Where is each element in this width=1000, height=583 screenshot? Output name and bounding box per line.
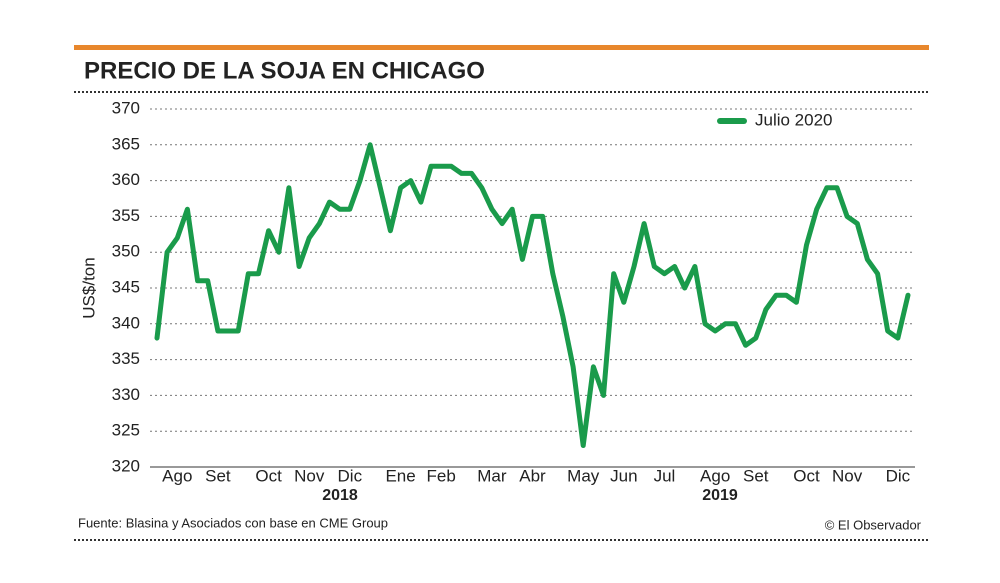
y-tick-label: 360 — [112, 170, 140, 189]
x-tick-label: Set — [743, 466, 769, 485]
y-tick-label: 335 — [112, 349, 140, 368]
x-tick-label: Jul — [654, 466, 676, 485]
y-tick-label: 340 — [112, 313, 140, 332]
x-tick-label: Dic — [338, 466, 363, 485]
year-label: 2019 — [702, 487, 738, 504]
y-tick-label: 370 — [112, 98, 140, 117]
y-tick-label: 345 — [112, 277, 140, 296]
y-tick-label: 325 — [112, 421, 140, 440]
y-axis-label: US$/ton — [79, 257, 98, 318]
x-tick-label: Ene — [385, 466, 415, 485]
legend-label: Julio 2020 — [755, 110, 833, 129]
y-tick-label: 320 — [112, 456, 140, 475]
y-tick-label: 330 — [112, 385, 140, 404]
y-tick-label: 350 — [112, 242, 140, 261]
top-bar — [74, 45, 929, 50]
x-tick-label: Dic — [886, 466, 911, 485]
x-tick-label: Oct — [793, 466, 820, 485]
x-tick-label: Feb — [427, 466, 456, 485]
line — [154, 142, 911, 448]
chart-title: PRECIO DE LA SOJA EN CHICAGO — [84, 57, 485, 84]
year-label: 2018 — [322, 487, 358, 504]
x-tick-label: Ago — [700, 466, 730, 485]
x-tick-label: Set — [205, 466, 231, 485]
x-tick-label: Oct — [255, 466, 282, 485]
y-tick-label: 355 — [112, 206, 140, 225]
x-tick-label: Abr — [519, 466, 546, 485]
x-tick-label: Nov — [294, 466, 325, 485]
x-tick-label: Jun — [610, 466, 637, 485]
x-tick-label: Nov — [832, 466, 863, 485]
x-tick-label: Mar — [477, 466, 507, 485]
x-tick-label: Ago — [162, 466, 192, 485]
credit: © El Observador — [825, 517, 922, 532]
source: Fuente: Blasina y Asociados con base en … — [78, 515, 388, 530]
x-tick-label: May — [567, 466, 600, 485]
y-tick-label: 365 — [112, 134, 140, 153]
